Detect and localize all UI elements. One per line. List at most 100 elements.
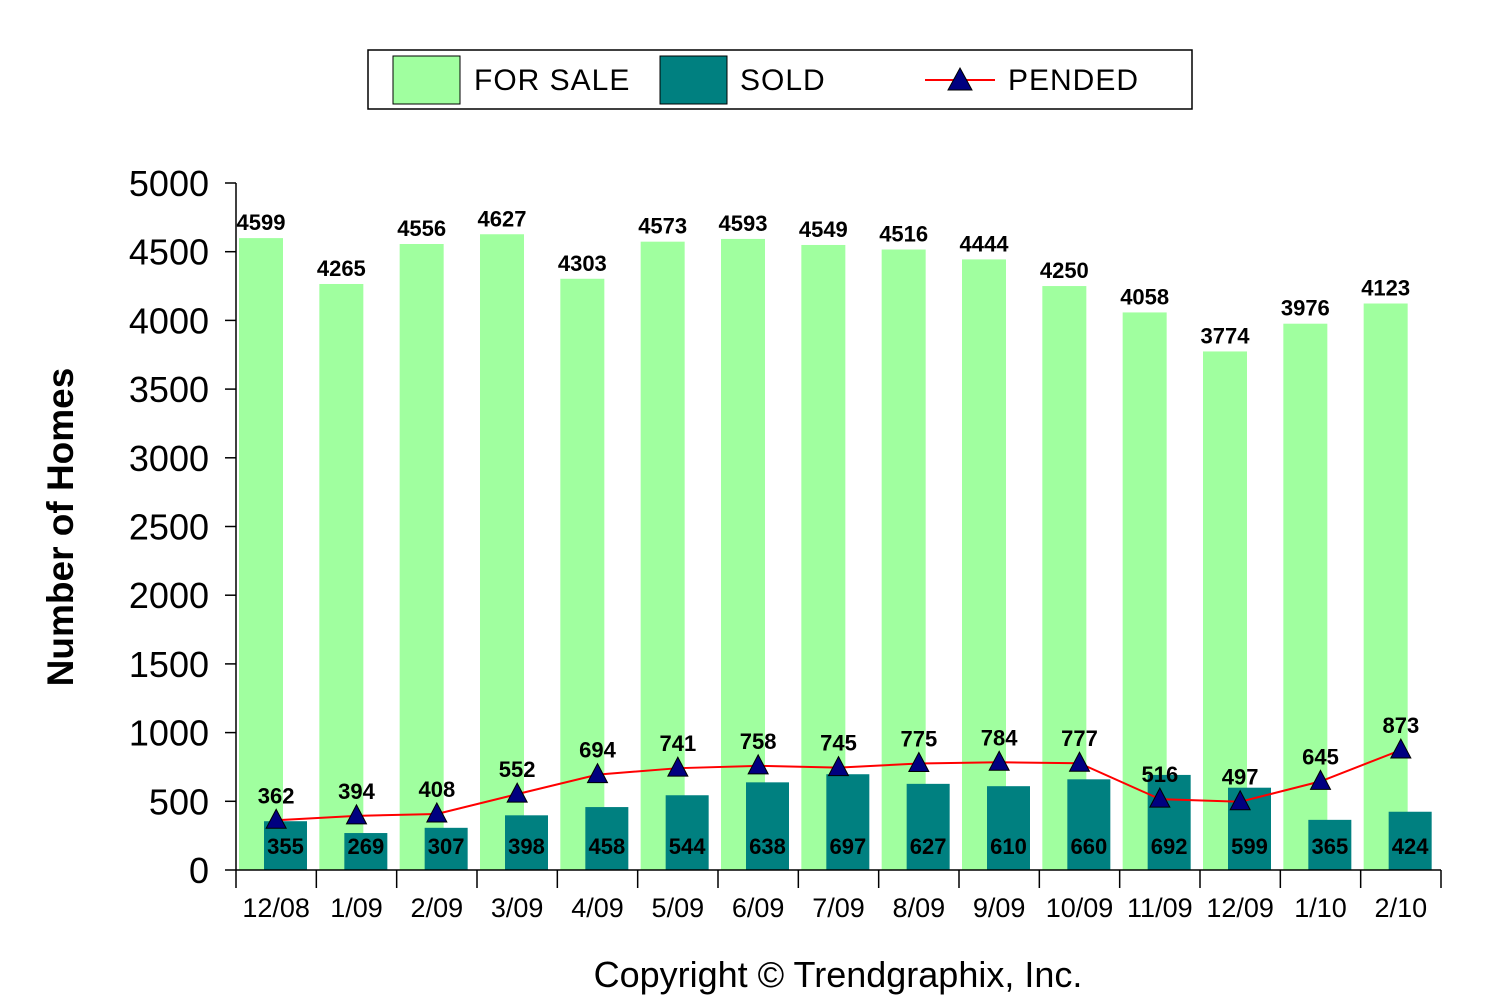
legend-label-sold: SOLD xyxy=(740,64,826,97)
pended-marker xyxy=(908,751,930,773)
sold-value-label: 458 xyxy=(588,834,625,859)
pended-marker xyxy=(747,753,769,775)
pended-line xyxy=(265,737,1412,829)
pended-value-label: 741 xyxy=(659,731,696,756)
sold-bar xyxy=(906,783,950,870)
sold-value-label: 355 xyxy=(267,834,304,859)
for-sale-bar xyxy=(239,238,283,870)
for-sale-bars xyxy=(239,234,1408,871)
sold-bar xyxy=(1147,774,1191,870)
y-tick-label: 3500 xyxy=(129,369,209,410)
x-tick-label: 7/09 xyxy=(812,893,865,923)
x-tick-label: 2/10 xyxy=(1375,893,1428,923)
y-tick-label: 1000 xyxy=(129,713,209,754)
sold-value-label: 424 xyxy=(1392,834,1429,859)
y-tick-label: 0 xyxy=(189,850,209,891)
pended-marker xyxy=(265,808,287,829)
for-sale-value-label: 4123 xyxy=(1361,275,1410,300)
pended-value-label: 362 xyxy=(258,783,295,808)
sold-bar xyxy=(264,821,307,870)
sold-value-label: 398 xyxy=(508,834,545,859)
sold-value-label: 697 xyxy=(829,834,866,859)
copyright-footer: Copyright © Trendgraphix, Inc. xyxy=(594,954,1083,995)
x-tick-label: 12/09 xyxy=(1206,893,1274,923)
legend-label-for-sale: FOR SALE xyxy=(474,64,630,97)
sold-value-label: 627 xyxy=(910,834,947,859)
sold-bar xyxy=(505,815,548,870)
for-sale-value-label: 3976 xyxy=(1281,296,1330,321)
sold-value-label: 307 xyxy=(428,834,465,859)
for-sale-value-label: 4250 xyxy=(1040,258,1089,283)
pended-value-label: 394 xyxy=(338,779,375,804)
for-sale-bar xyxy=(480,234,524,871)
for-sale-bar xyxy=(962,259,1006,870)
for-sale-bar xyxy=(721,238,765,870)
pended-value-label: 777 xyxy=(1061,726,1098,751)
for-sale-value-label: 4058 xyxy=(1120,284,1169,309)
sold-bars xyxy=(264,774,1432,870)
for-sale-value-label: 4599 xyxy=(237,210,286,235)
x-tick-label: 9/09 xyxy=(973,893,1026,923)
y-tick-label: 5000 xyxy=(129,163,209,204)
x-tick-label: 8/09 xyxy=(893,893,946,923)
sold-value-label: 610 xyxy=(990,834,1027,859)
x-tick-label: 1/09 xyxy=(330,893,383,923)
pended-marker xyxy=(426,801,448,823)
pended-value-label: 552 xyxy=(499,757,536,782)
y-tick-label: 4500 xyxy=(129,232,209,273)
sold-bar xyxy=(826,774,870,870)
pended-value-label: 758 xyxy=(740,729,777,754)
y-tick-label: 1500 xyxy=(129,644,209,685)
x-tick-label: 12/08 xyxy=(242,893,310,923)
for-sale-value-label: 3774 xyxy=(1201,323,1251,348)
for-sale-value-label: 4593 xyxy=(719,211,768,236)
legend-label-pended: PENDED xyxy=(1008,64,1139,97)
pended-value-label: 516 xyxy=(1141,762,1178,787)
y-tick-label: 500 xyxy=(149,781,209,822)
for-sale-bar xyxy=(399,244,444,870)
sold-bar xyxy=(1388,811,1432,870)
sold-bar xyxy=(1067,779,1111,870)
x-tick-label: 5/09 xyxy=(652,893,705,923)
for-sale-bar xyxy=(1042,286,1087,870)
pended-marker xyxy=(827,755,850,777)
legend-box xyxy=(367,49,1193,110)
pended-value-label: 775 xyxy=(900,727,937,752)
x-tick-label: 2/09 xyxy=(411,893,464,923)
pended-value-label: 745 xyxy=(820,731,857,756)
for-sale-value-label: 4444 xyxy=(960,231,1010,256)
x-tick-label: 1/10 xyxy=(1294,893,1347,923)
data-labels: 4599 355 4265 269 4556 307 4627 398 4303 458 4573 5… xyxy=(237,206,1430,859)
pended-value-label: 784 xyxy=(981,725,1018,750)
y-tick-label: 4000 xyxy=(129,300,209,341)
pended-marker xyxy=(1390,737,1412,759)
for-sale-bar xyxy=(1203,351,1247,870)
pended-value-label: 873 xyxy=(1382,713,1419,738)
y-tick-label: 3000 xyxy=(129,438,209,479)
sold-value-label: 638 xyxy=(749,834,786,859)
for-sale-value-label: 4556 xyxy=(397,216,446,241)
legend-swatch-for-sale xyxy=(392,55,461,105)
x-tick-label: 11/09 xyxy=(1127,893,1193,923)
pended-marker xyxy=(1149,787,1171,808)
for-sale-value-label: 4303 xyxy=(558,251,607,276)
y-tick-label: 2000 xyxy=(129,575,209,616)
y-tick-label: 2500 xyxy=(129,507,209,548)
sold-value-label: 660 xyxy=(1070,834,1107,859)
for-sale-value-label: 4265 xyxy=(317,256,366,281)
pended-marker xyxy=(667,756,689,777)
sold-value-label: 692 xyxy=(1151,834,1188,859)
pended-value-label: 645 xyxy=(1302,744,1339,769)
for-sale-value-label: 4627 xyxy=(478,206,527,231)
pended-marker xyxy=(1229,789,1251,811)
x-tick-label: 6/09 xyxy=(732,893,785,923)
pended-marker xyxy=(1068,751,1091,772)
for-sale-bar xyxy=(319,283,364,870)
pended-value-label: 408 xyxy=(418,777,455,802)
for-sale-value-label: 4549 xyxy=(799,217,848,242)
sold-bar xyxy=(585,807,629,870)
sold-value-label: 599 xyxy=(1231,834,1268,859)
pended-marker xyxy=(506,782,528,803)
pended-marker xyxy=(1309,769,1332,790)
sold-value-label: 544 xyxy=(669,834,706,859)
